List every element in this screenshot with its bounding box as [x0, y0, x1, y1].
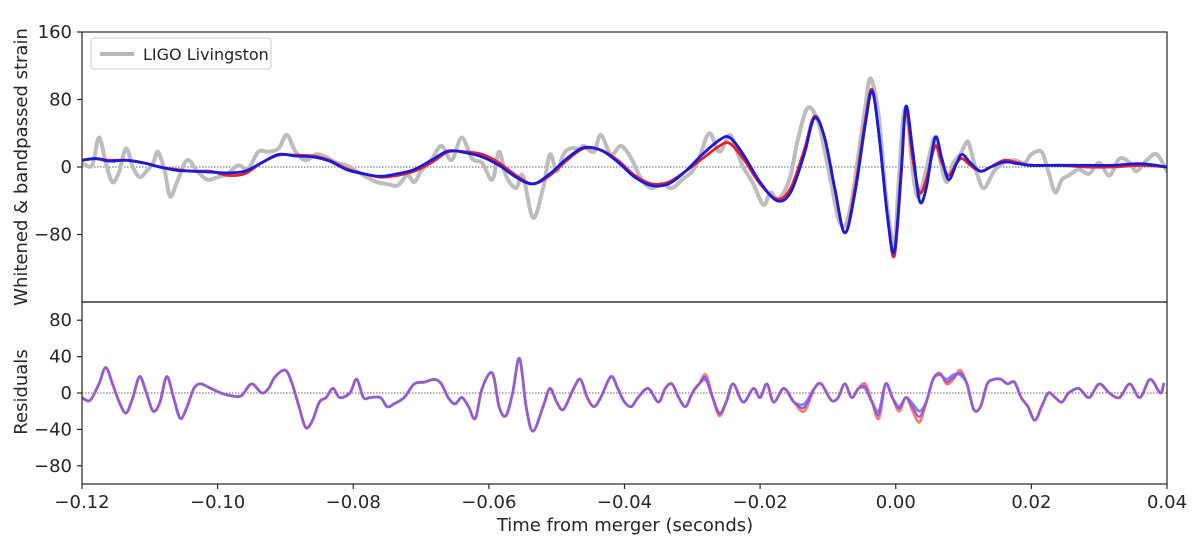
- series-line-model-blue: [82, 89, 1167, 255]
- x-axis-label: Time from merger (seconds): [496, 515, 753, 536]
- y-tick-label-top: 0: [61, 157, 72, 178]
- x-tick-label: −0.08: [326, 492, 381, 513]
- x-tick-label: 0.04: [1147, 492, 1187, 513]
- series-line-residual-overlap: [82, 357, 1165, 433]
- plot-lines-layer: [82, 76, 1167, 433]
- y-tick-label-top: 160: [38, 22, 72, 43]
- series-line-model-red: [82, 87, 1167, 259]
- y-tick-label-bottom: −40: [34, 419, 72, 440]
- x-tick-label: −0.10: [190, 492, 245, 513]
- y-tick-label-bottom: 0: [61, 383, 72, 404]
- panel-top-plot-area: [82, 76, 1167, 259]
- y-axis-label-top: Whitened & bandpassed strain: [11, 28, 32, 306]
- frame-layer: [81, 31, 1168, 485]
- x-tick-label: −0.06: [461, 492, 516, 513]
- y-tick-label-bottom: 40: [49, 347, 72, 368]
- panel-bottom-plot-area: [82, 357, 1167, 433]
- y-tick-label-bottom: 80: [49, 310, 72, 331]
- legend-box: [90, 37, 272, 70]
- x-tick-label: −0.04: [597, 492, 652, 513]
- x-tick-label: 0.00: [876, 492, 916, 513]
- series-line-residual-blue: [82, 357, 1166, 433]
- ticks-layer: 160 80 0 −80 80 40 0 −40 −80 −0.12 −0.10 −0.08 −0.06…: [34, 22, 1187, 513]
- y-axis-label-bottom: Residuals: [11, 349, 32, 434]
- x-tick-label: −0.12: [54, 492, 109, 513]
- y-tick-label-top: −80: [34, 225, 72, 246]
- y-tick-label-top: 80: [49, 90, 72, 111]
- legend-label-ligo-livingston: LIGO Livingston: [143, 45, 269, 64]
- x-tick-label: 0.02: [1011, 492, 1051, 513]
- x-tick-label: −0.02: [733, 492, 788, 513]
- legend: LIGO Livingston: [90, 37, 272, 70]
- y-tick-label-bottom: −80: [34, 456, 72, 477]
